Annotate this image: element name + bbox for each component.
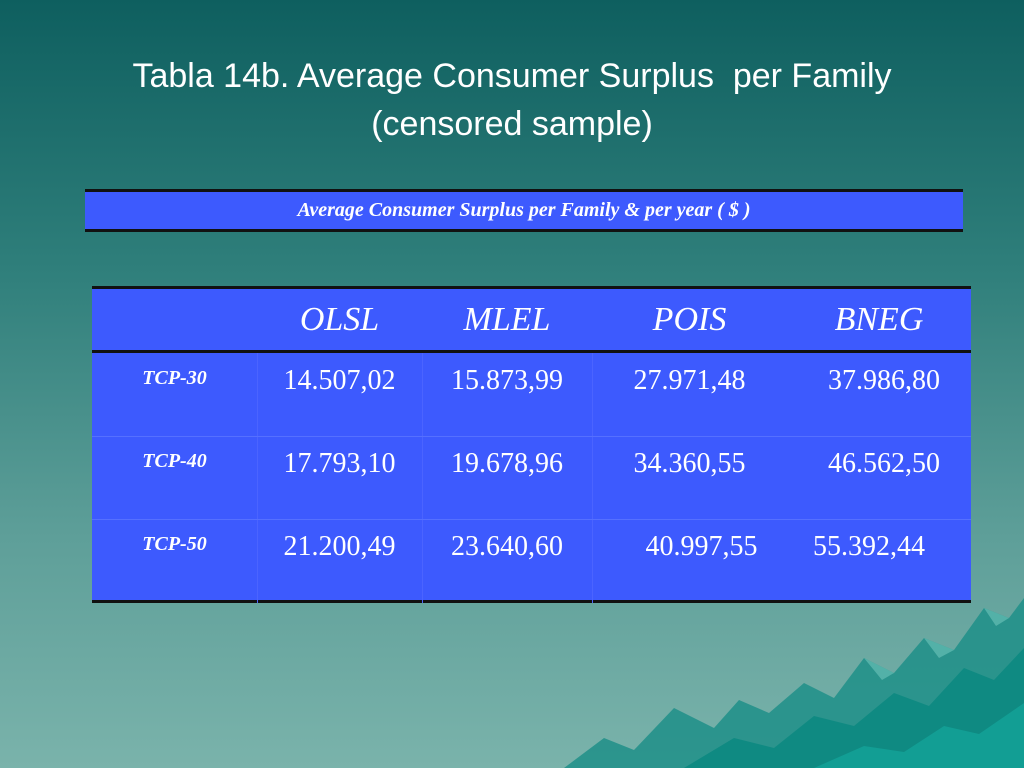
row-divider: [92, 519, 971, 520]
subtitle-text: Average Consumer Surplus per Family & pe…: [297, 199, 751, 221]
table-cell: 34.360,55: [633, 448, 746, 479]
table-cell: 23.640,60: [451, 531, 563, 562]
column-header-pois: POIS: [652, 301, 727, 338]
data-table: OLSL MLEL POIS BNEG TCP-30 14.507,02 15.…: [92, 286, 971, 603]
row-label: TCP-30: [142, 367, 207, 389]
table-cell: 14.507,02: [283, 365, 396, 396]
column-header-olsl: OLSL: [299, 301, 380, 338]
slide-title-line-2: (censored sample): [371, 105, 653, 143]
table-cell: 55.392,44: [813, 531, 925, 562]
mountain-decoration: [564, 598, 1024, 768]
column-header-bneg: BNEG: [834, 301, 924, 338]
column-header-mlel: MLEL: [463, 301, 551, 338]
column-divider: [422, 353, 423, 603]
subtitle-banner: Average Consumer Surplus per Family & pe…: [85, 189, 963, 232]
table-cell: 46.562,50: [828, 448, 940, 479]
column-divider: [592, 353, 593, 603]
table-cell: 21.200,49: [283, 531, 396, 562]
slide-title: Tabla 14b. Average Consumer Surplus per …: [0, 52, 1024, 148]
table-cell: 27.971,48: [633, 365, 746, 396]
table-cell: 37.986,80: [828, 365, 940, 396]
row-divider: [92, 436, 971, 437]
row-label: TCP-40: [142, 450, 207, 472]
column-divider: [257, 353, 258, 603]
table-cell: 17.793,10: [283, 448, 396, 479]
row-label: TCP-50: [142, 533, 207, 555]
table-cell: 15.873,99: [451, 365, 563, 396]
table-cell: 19.678,96: [451, 448, 563, 479]
slide-title-line-1: Tabla 14b. Average Consumer Surplus per …: [132, 57, 892, 95]
table-cell: 40.997,55: [645, 531, 758, 562]
table-header-row: OLSL MLEL POIS BNEG: [92, 289, 971, 353]
